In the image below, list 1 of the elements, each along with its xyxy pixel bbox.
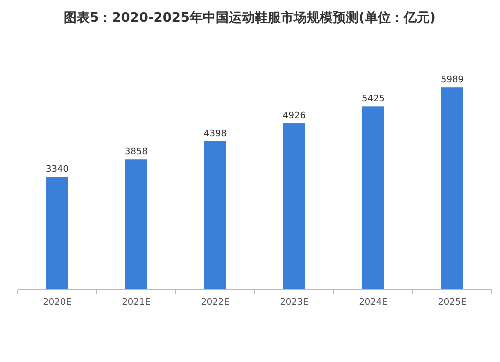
title: 图表5：2020-2025年中国运动鞋服市场规模预测(单位：亿元) [64, 11, 436, 26]
